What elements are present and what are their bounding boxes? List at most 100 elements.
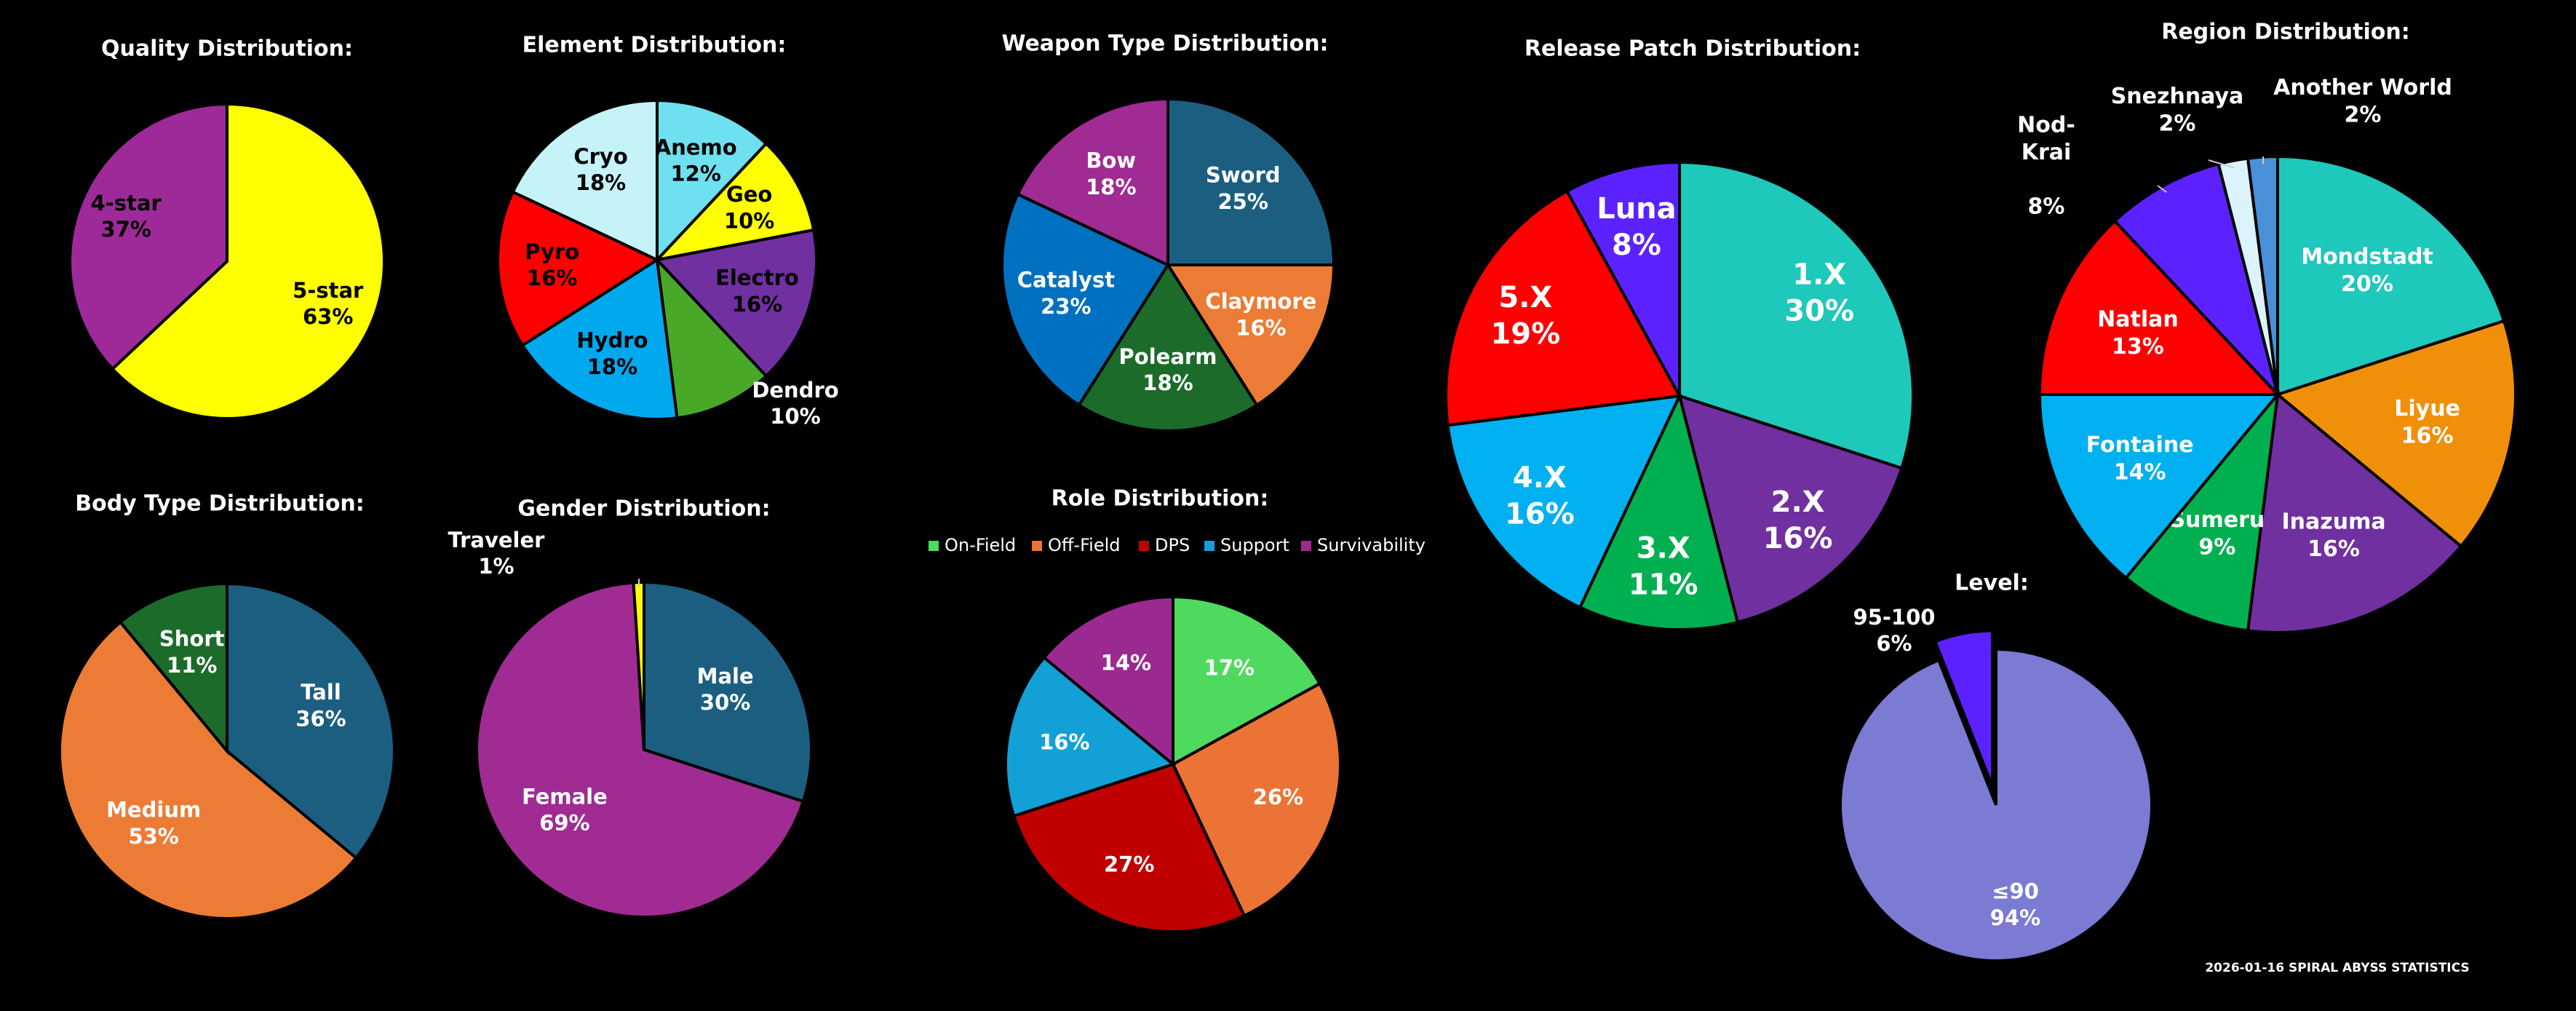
slice-name-label: Hydro <box>576 328 648 353</box>
legend-label: DPS <box>1155 535 1190 555</box>
pie-slice <box>1446 394 1682 610</box>
slice-value-label: 23% <box>1041 294 1091 319</box>
slice-value-label: 63% <box>303 304 353 329</box>
slice-value-label: 30% <box>700 690 750 715</box>
slice-value-label: 8% <box>1612 229 1661 262</box>
slice-name-label: Sumeru <box>2170 507 2265 533</box>
slice-value-label: 16% <box>1763 522 1833 555</box>
slice-value-label: 16% <box>1039 730 1089 755</box>
slice-value-label: 26% <box>1253 785 1303 809</box>
slice-name-label: Sword <box>1206 163 1281 188</box>
slice-value-label: 13% <box>2112 334 2164 360</box>
legend-label: Off-Field <box>1048 535 1120 555</box>
pie-slice <box>1933 629 1995 788</box>
slice-name-label: 4.X <box>1513 461 1567 495</box>
slice-name-label: Claymore <box>1205 289 1316 314</box>
slice-value-label: 16% <box>732 292 782 317</box>
slice-value-label: 94% <box>1990 905 2040 930</box>
slice-value-label: 10% <box>724 208 774 233</box>
pie-slice <box>1077 262 1259 432</box>
slice-name-label: 95-100 <box>1853 605 1936 630</box>
slice-name-label: Geo <box>726 182 772 207</box>
slice-value-label: 19% <box>1490 317 1560 351</box>
pie-slice <box>1838 647 2153 962</box>
pie-slice <box>1677 393 1904 625</box>
pie-slice <box>520 257 679 421</box>
slice-value-label: 2% <box>2159 111 2196 136</box>
slice-name-label: ≤90 <box>1992 879 2039 904</box>
slice-value-label: 30% <box>1784 294 1854 328</box>
pie-slice <box>655 255 768 420</box>
slice-value-label: 69% <box>539 811 589 836</box>
slice-name-label: Female <box>522 784 608 809</box>
footer: 2026-01-16 SPIRAL ABYSS STATISTICS <box>2205 961 2469 975</box>
pie-slice <box>1166 97 1336 266</box>
slice-name-label: 1.X <box>1792 258 1846 291</box>
slice-value-label: 14% <box>1101 651 1151 675</box>
slice-value-label: 16% <box>527 266 577 290</box>
pie-chart: Role Distribution: 17% 26% 27% 16% 14% On-Fiel… <box>929 486 1426 933</box>
slice-name-label: Tall <box>301 680 341 705</box>
slice-value-label: 10% <box>770 404 820 429</box>
pie-slice <box>226 582 396 860</box>
pie-slice <box>656 98 768 264</box>
slice-name-label: Inazuma <box>2281 509 2385 534</box>
pie-slice <box>2276 154 2506 397</box>
pie-slice <box>2038 393 2281 580</box>
pie-slice <box>1004 655 1177 818</box>
pie-slice <box>68 102 228 371</box>
pie-slice <box>1011 762 1247 933</box>
pie-slice <box>2274 319 2517 549</box>
slice-value-label: 18% <box>1142 370 1193 395</box>
slice-value-label: 27% <box>1104 852 1154 876</box>
slice-name-label: 5.X <box>1498 281 1552 314</box>
chart-title: Weapon Type Distribution: <box>1001 31 1328 57</box>
slice-value-label: 16% <box>1236 315 1286 340</box>
slice-name-part: Nod- <box>2017 112 2075 138</box>
slice-name-label: Anemo <box>655 135 737 159</box>
pie-slice <box>511 98 659 263</box>
legend-label: Support <box>1220 535 1289 555</box>
pie-chart: Region Distribution:Mondstadt20%Liyue16%… <box>2017 20 2517 634</box>
pie-slice <box>58 619 359 920</box>
slice-value-label: 25% <box>1217 189 1268 214</box>
chart-title: Gender Distribution: <box>517 496 770 522</box>
slice-name-label: Luna <box>1597 192 1676 226</box>
slice-name-label: Liyue <box>2394 396 2460 421</box>
slice-value-label: 16% <box>2307 536 2360 562</box>
slice-value-label: 18% <box>576 170 626 195</box>
pie-slice <box>1444 189 1682 427</box>
pie-slice <box>2246 392 2463 634</box>
legend-label: Survivability <box>1317 535 1426 555</box>
slice-name-label: 5-star <box>293 278 364 303</box>
slice-value-label: 1% <box>478 554 514 579</box>
slice-name-label: Traveler <box>448 528 546 552</box>
legend-swatch <box>1032 541 1042 551</box>
slice-value-label: 11% <box>167 653 217 678</box>
legend-swatch <box>1139 541 1149 551</box>
slice-name-label: Medium <box>106 798 201 822</box>
slice-name-label: Catalyst <box>1017 268 1115 293</box>
slice-value-label: 17% <box>1204 655 1255 680</box>
slice-name-label: Electro <box>715 266 799 290</box>
slice-name-label: Polearm <box>1119 344 1217 369</box>
slice-value-label: 16% <box>2401 423 2454 448</box>
chart-title: Release Patch Distribution: <box>1524 36 1861 62</box>
pie-slice <box>1565 160 1681 397</box>
slice-value-label: 14% <box>2114 459 2166 485</box>
leader-line <box>2208 159 2235 169</box>
slice-name-label: 4-star <box>91 191 162 215</box>
slice-name-label: Bow <box>1086 148 1136 173</box>
pie-slice <box>1578 392 1740 631</box>
slice-value-label: 18% <box>587 354 637 379</box>
chart-title: Level: <box>1955 571 2029 596</box>
slice-value-label: 8% <box>2028 194 2065 220</box>
chart-title: Quality Distribution: <box>101 36 353 62</box>
slice-name-label: Fontaine <box>2086 432 2194 458</box>
slice-value-label: 36% <box>295 706 346 731</box>
pie-chart: Release Patch Distribution:1.X30%2.X16%3… <box>1444 36 1915 631</box>
